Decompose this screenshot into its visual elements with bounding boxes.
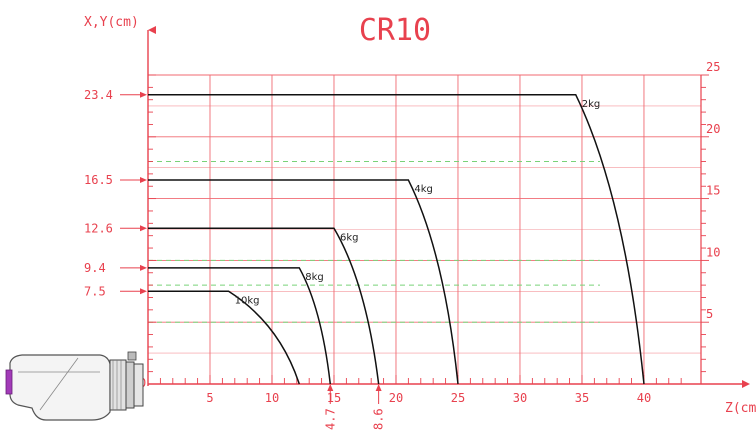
curve-6kg [148, 227, 380, 385]
payload-curves: 2kg 4kg 6kg 8kg 10kg [148, 94, 645, 385]
left-marker-arrowhead [140, 288, 147, 295]
x-tick-label: 5 [206, 391, 213, 405]
x-tick-label: 40 [637, 391, 651, 405]
left-marker-arrowhead [140, 91, 147, 98]
x-tick-label: 15 [327, 391, 341, 405]
chart-title: CR10 [359, 13, 431, 48]
curve-8kg [148, 267, 332, 385]
curve-label-4kg: 4kg [414, 184, 433, 195]
y-tick-labels-right: 5 10 15 20 25 [706, 60, 720, 321]
left-marker-label: 12.6 [84, 221, 113, 235]
bottom-marker-arrowhead [375, 384, 382, 391]
bottom-value-markers: 4.7 8.6 [323, 384, 386, 430]
curve-label-2kg: 2kg [582, 99, 601, 110]
y-tick-label: 5 [706, 307, 713, 321]
x-axis-arrow [742, 380, 750, 388]
left-marker-label: 9.4 [84, 261, 106, 275]
x-tick-label: 35 [575, 391, 589, 405]
bottom-marker-label: 8.6 [372, 408, 386, 430]
curve-label-8kg: 8kg [305, 272, 324, 283]
left-marker-arrowhead [140, 225, 147, 232]
robot-tool-flange-icon [5, 351, 144, 421]
x-tick-label: 25 [451, 391, 465, 405]
left-marker-arrowhead [140, 264, 147, 271]
bottom-marker-arrowhead [327, 384, 334, 391]
y-axis-label: X,Y(cm) [84, 15, 139, 30]
y-tick-label: 20 [706, 122, 720, 136]
green-dashed-lines [148, 161, 600, 323]
y-tick-label: 10 [706, 245, 720, 259]
left-marker-label: 16.5 [84, 173, 113, 187]
grid [148, 74, 702, 385]
bottom-marker-label: 4.7 [323, 408, 337, 430]
curve-label-6kg: 6kg [340, 232, 359, 243]
left-marker-label: 7.5 [84, 284, 106, 298]
x-tick-labels: 5 10 15 20 25 30 35 40 [206, 391, 651, 405]
x-tick-label: 30 [513, 391, 527, 405]
x-tick-label: 20 [389, 391, 403, 405]
left-marker-arrowhead [140, 177, 147, 184]
y-tick-label: 15 [706, 184, 720, 198]
curve-2kg [148, 94, 645, 385]
curve-label-10kg: 10kg [235, 295, 260, 306]
x-axis-label: Z(cm) [725, 401, 756, 416]
curve-10kg [148, 290, 300, 385]
left-value-markers: 23.4 16.5 12.6 9.4 7.5 [84, 88, 147, 298]
curve-4kg [148, 179, 459, 385]
axes [147, 26, 750, 388]
left-marker-label: 23.4 [84, 88, 113, 102]
x-tick-label: 10 [265, 391, 279, 405]
y-tick-label: 25 [706, 60, 720, 74]
